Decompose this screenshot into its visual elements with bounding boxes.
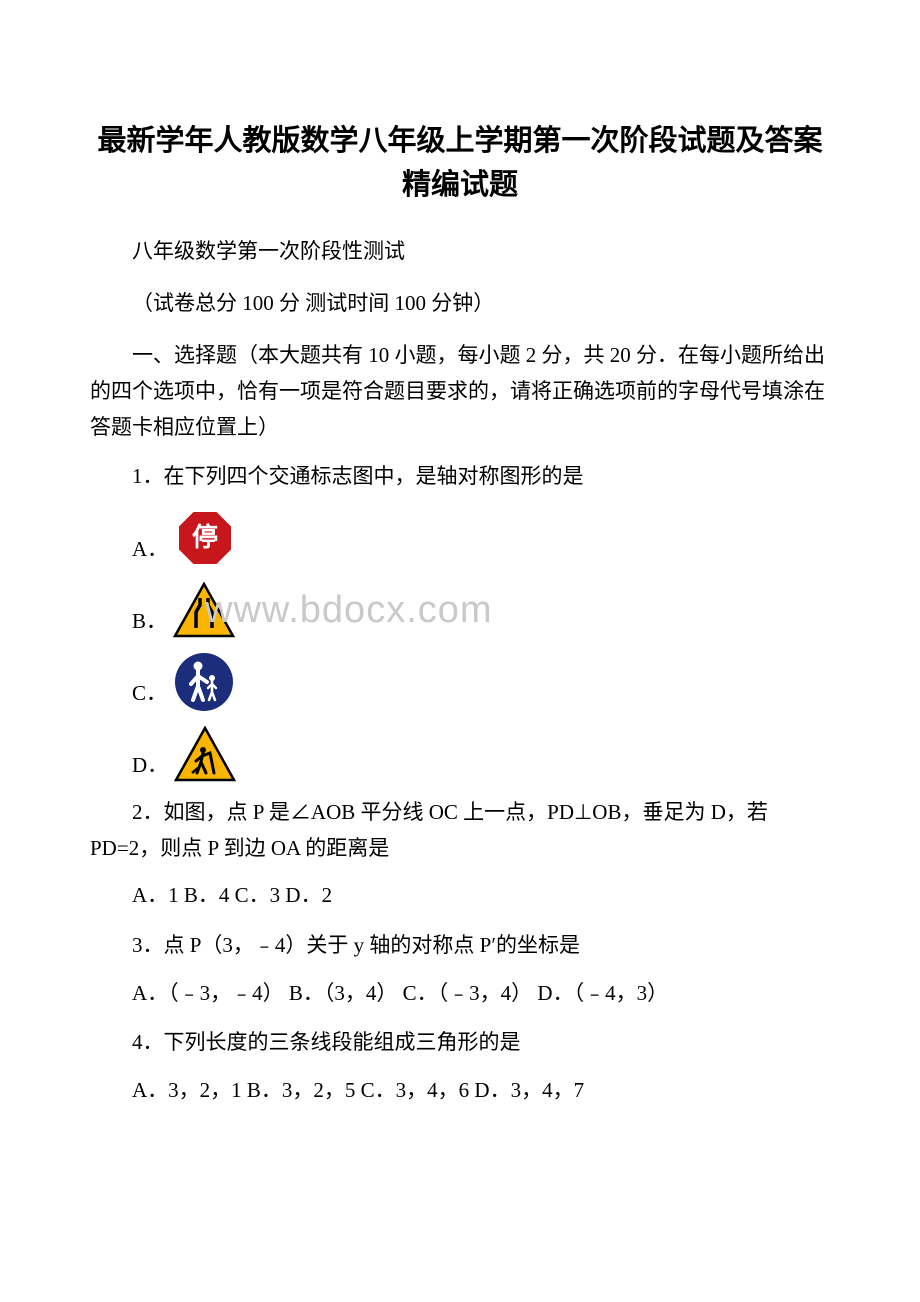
- q1-option-c: C．: [90, 651, 830, 713]
- watermark-text: www.bdocx.com: [205, 589, 493, 632]
- q1-d-label: D．: [132, 749, 168, 785]
- q4-options: A．3，2，1 B．3，2，5 C．3，4，6 D．3，4，7: [90, 1073, 830, 1109]
- q1-a-label: A．: [132, 533, 168, 569]
- pedestrian-sign-icon: [173, 651, 235, 713]
- q3-text: 3．点 P（3，﹣4）关于 y 轴的对称点 P′的坐标是: [90, 928, 830, 964]
- doc-subtitle: 八年级数学第一次阶段性测试: [90, 235, 830, 269]
- narrow-road-sign-icon: [173, 579, 235, 641]
- q3-options: A．（﹣3，﹣4） B．（3，4） C．（﹣3，4） D．（﹣4，3）: [90, 976, 830, 1012]
- q2-options: A．1 B．4 C．3 D．2: [90, 878, 830, 914]
- exam-info: （试卷总分 100 分 测试时间 100 分钟）: [90, 287, 830, 321]
- section-1-header: 一、选择题（本大题共有 10 小题，每小题 2 分，共 20 分．在每小题所给出…: [90, 338, 830, 445]
- q1-option-d: D．: [90, 723, 830, 785]
- q1-b-label: B．: [132, 605, 167, 641]
- q1-option-a: A． 停: [90, 507, 830, 569]
- svg-text:停: 停: [192, 522, 218, 552]
- stop-sign-icon: 停: [174, 507, 236, 569]
- q1-text: 1．在下列四个交通标志图中，是轴对称图形的是: [90, 459, 830, 495]
- doc-title: 最新学年人教版数学八年级上学期第一次阶段试题及答案精编试题: [90, 120, 830, 207]
- construction-sign-icon: [174, 723, 236, 785]
- q4-text: 4．下列长度的三条线段能组成三角形的是: [90, 1025, 830, 1061]
- q1-option-b: B． www.bdocx.com: [90, 579, 830, 641]
- q2-text: 2．如图，点 P 是∠AOB 平分线 OC 上一点，PD⊥OB，垂足为 D，若 …: [90, 795, 830, 866]
- q1-c-label: C．: [132, 677, 167, 713]
